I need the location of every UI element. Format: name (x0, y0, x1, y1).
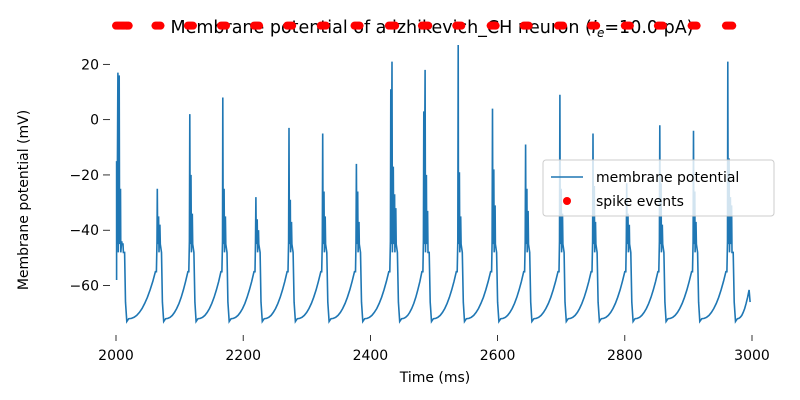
legend-label-membrane-potential: membrane potential (596, 170, 739, 186)
spike-event-dot (391, 21, 400, 30)
x-tick-label: 3000 (734, 348, 770, 364)
y-tick-label: −60 (69, 279, 99, 295)
spike-event-dot (321, 21, 330, 30)
y-tick-label: 20 (81, 57, 99, 73)
x-tick-label: 2400 (353, 348, 389, 364)
spike-event-dot (728, 21, 737, 30)
x-tick-label: 2000 (98, 348, 134, 364)
x-tick-label: 2800 (607, 348, 643, 364)
x-tick-label: 2600 (480, 348, 516, 364)
spike-event-dot (625, 21, 634, 30)
spike-event-dot (222, 21, 231, 30)
spike-event-dot (188, 21, 197, 30)
chart-title: Membrane potential of a izhikevich_CH ne… (170, 18, 693, 40)
legend-dot-swatch (563, 197, 571, 205)
spike-event-dot (559, 21, 568, 30)
spike-event-dot (491, 21, 500, 30)
legend-label-spike-events: spike events (596, 194, 684, 210)
spike-event-dot (288, 21, 297, 30)
y-axis-label: Membrane potential (mV) (16, 110, 32, 290)
x-axis: 2000 2200 2400 2600 2800 3000 (98, 335, 770, 364)
y-axis: −60 −40 −20 0 20 (69, 57, 110, 295)
spike-events-series (112, 21, 737, 30)
x-tick-label: 2200 (225, 348, 261, 364)
membrane-potential-line (115, 44, 751, 324)
y-tick-label: −40 (69, 223, 99, 239)
spike-event-dot (524, 21, 533, 30)
spike-event-dot (255, 21, 264, 30)
y-tick-label: 0 (90, 113, 99, 129)
spike-event-dot (424, 21, 433, 30)
x-axis-label: Time (ms) (399, 370, 471, 386)
y-tick-label: −20 (69, 168, 99, 184)
legend: membrane potential spike events (542, 159, 775, 217)
legend-box (542, 159, 775, 217)
spike-event-dot (355, 21, 364, 30)
spike-event-dot (156, 21, 165, 30)
spike-event-dot (692, 21, 701, 30)
spike-event-dot (658, 21, 667, 30)
spike-event-dot (457, 21, 466, 30)
spike-event-dot (592, 21, 601, 30)
spike-event-dot (124, 21, 133, 30)
